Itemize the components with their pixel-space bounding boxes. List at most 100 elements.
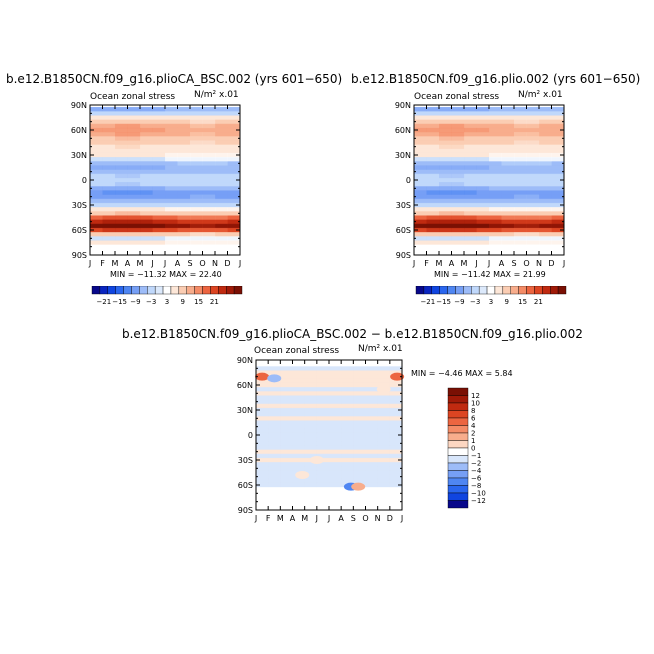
- cell-0-15: [90, 169, 103, 175]
- cell-1-16: [268, 428, 281, 434]
- cell-8-33: [190, 244, 203, 250]
- cell-10-33: [377, 499, 391, 505]
- cell-7-25: [177, 211, 191, 216]
- cb-swatch-11: [178, 286, 187, 295]
- cell-11-20: [389, 445, 403, 450]
- cell-11-29: [389, 482, 403, 488]
- cb3-label-4: 4: [471, 422, 476, 430]
- cell-1-30: [426, 232, 440, 237]
- cb-swatch-3: [439, 286, 448, 295]
- cell-8-13: [190, 161, 203, 166]
- cb-label-0: −21: [420, 298, 435, 306]
- cell-2-32: [439, 240, 452, 245]
- cell-10-33: [215, 244, 228, 250]
- cell-7-14: [501, 165, 515, 170]
- cell-9-1: [526, 111, 540, 116]
- cell-10-29: [215, 227, 228, 233]
- cell-8-27: [190, 219, 203, 225]
- cell-11-0: [389, 362, 403, 367]
- cell-10-3: [377, 374, 391, 380]
- cell-8-20: [353, 445, 366, 450]
- cell-1-15: [426, 169, 440, 175]
- cell-5-11: [316, 407, 330, 413]
- cell-6-29: [489, 227, 502, 233]
- cell-5-0: [152, 107, 166, 112]
- cell-8-21: [514, 194, 527, 200]
- xtick-label-10: N: [536, 259, 542, 268]
- cell-5-16: [316, 428, 330, 434]
- cell-1-25: [426, 211, 440, 216]
- cell-1-32: [268, 495, 281, 500]
- cell-3-10: [127, 148, 141, 154]
- cell-11-7: [389, 391, 403, 396]
- cell-9-15: [365, 424, 378, 430]
- cell-2-25: [439, 211, 452, 216]
- cell-9-20: [365, 445, 378, 450]
- cell-9-25: [365, 466, 378, 471]
- cell-7-18: [341, 437, 354, 442]
- cell-10-25: [539, 211, 552, 216]
- cell-10-12: [215, 157, 228, 162]
- cell-2-6: [439, 132, 452, 137]
- cell-6-26: [489, 215, 502, 220]
- cell-1-30: [268, 487, 281, 492]
- cell-4-27: [304, 474, 318, 480]
- cell-5-0: [316, 362, 330, 367]
- cell-9-26: [526, 215, 540, 220]
- cell-8-5: [353, 382, 366, 388]
- cell-10-7: [539, 136, 552, 141]
- ytick-label-1: 60N: [395, 126, 411, 135]
- cell-0-1: [90, 111, 103, 116]
- cell-11-17: [389, 432, 403, 438]
- cell-1-27: [268, 474, 281, 480]
- cb-label-5: 9: [181, 298, 185, 306]
- cell-7-9: [177, 144, 191, 150]
- cell-10-9: [377, 399, 391, 405]
- cell-1-12: [268, 412, 281, 417]
- cell-10-17: [377, 432, 391, 438]
- cell-11-5: [389, 382, 403, 388]
- cell-0-6: [414, 132, 427, 137]
- cell-8-3: [190, 119, 203, 125]
- cell-0-1: [414, 111, 427, 116]
- cell-7-11: [341, 407, 354, 413]
- cb-swatch-14: [202, 286, 211, 295]
- cell-2-8: [280, 395, 293, 400]
- cell-2-28: [115, 223, 128, 229]
- cell-11-9: [389, 399, 403, 405]
- cell-1-14: [268, 420, 281, 425]
- cell-0-18: [414, 182, 427, 187]
- cb-swatch-7: [147, 286, 156, 295]
- cell-1-31: [426, 236, 440, 241]
- cell-0-29: [256, 482, 269, 488]
- cell-8-11: [353, 407, 366, 413]
- cell-2-24: [115, 207, 128, 212]
- cell-8-0: [514, 107, 527, 112]
- cell-3-16: [127, 173, 141, 179]
- cell-7-18: [501, 182, 515, 187]
- cell-7-15: [501, 169, 515, 175]
- cell-9-4: [202, 123, 216, 129]
- cell-3-25: [127, 211, 141, 216]
- cell-0-20: [90, 190, 103, 195]
- cell-4-5: [304, 382, 318, 388]
- cell-7-26: [501, 215, 515, 220]
- cell-9-19: [365, 441, 378, 446]
- cell-4-5: [140, 127, 153, 133]
- cell-2-11: [115, 152, 128, 158]
- cell-9-33: [365, 499, 378, 505]
- cell-6-31: [489, 236, 502, 241]
- cell-5-18: [316, 437, 330, 442]
- cell-2-8: [115, 140, 128, 145]
- cell-2-30: [280, 487, 293, 492]
- cell-0-21: [256, 449, 269, 455]
- cell-6-23: [489, 202, 502, 208]
- cell-5-33: [152, 244, 166, 250]
- cell-6-10: [489, 148, 502, 154]
- cell-0-31: [256, 491, 269, 496]
- cell-2-5: [439, 127, 452, 133]
- cell-2-1: [439, 111, 452, 116]
- cell-10-26: [215, 215, 228, 220]
- ytick-label-5: 60S: [396, 226, 411, 235]
